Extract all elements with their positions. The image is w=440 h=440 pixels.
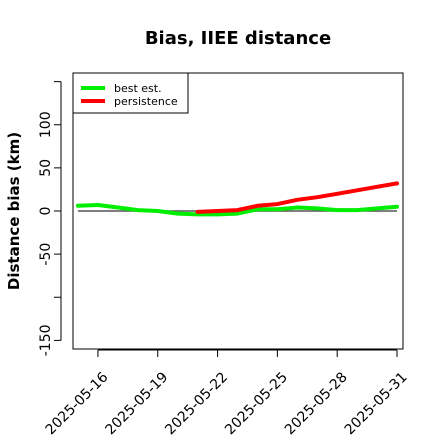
plot-frame xyxy=(72,72,404,350)
y-tick-label: 0 xyxy=(38,207,54,216)
series-line-persistence xyxy=(195,181,399,214)
axes: -150-500501002025-05-162025-05-192025-05… xyxy=(38,81,411,438)
x-tick-label: 2025-05-22 xyxy=(162,369,231,438)
y-tick-label: -50 xyxy=(38,243,54,266)
series-line-best-est xyxy=(76,203,399,217)
legend: best est. persistence xyxy=(72,72,189,114)
legend-label-best-est: best est. xyxy=(114,82,162,95)
x-tick-label: 2025-05-28 xyxy=(282,369,351,438)
series-layer xyxy=(76,181,399,217)
y-tick-label: -150 xyxy=(38,324,54,356)
y-tick-label: 50 xyxy=(38,159,54,177)
x-tick-label: 2025-05-25 xyxy=(222,369,291,438)
x-tick-label: 2025-05-16 xyxy=(43,369,112,438)
x-tick-label: 2025-05-19 xyxy=(103,369,172,438)
legend-label-persistence: persistence xyxy=(114,95,178,108)
chart-title: Bias, IIEE distance xyxy=(145,28,331,49)
legend-box xyxy=(72,72,189,114)
y-axis-label: Distance bias (km) xyxy=(5,132,23,290)
y-tick-label: 100 xyxy=(38,111,54,138)
x-tick-label: 2025-05-31 xyxy=(342,369,411,438)
